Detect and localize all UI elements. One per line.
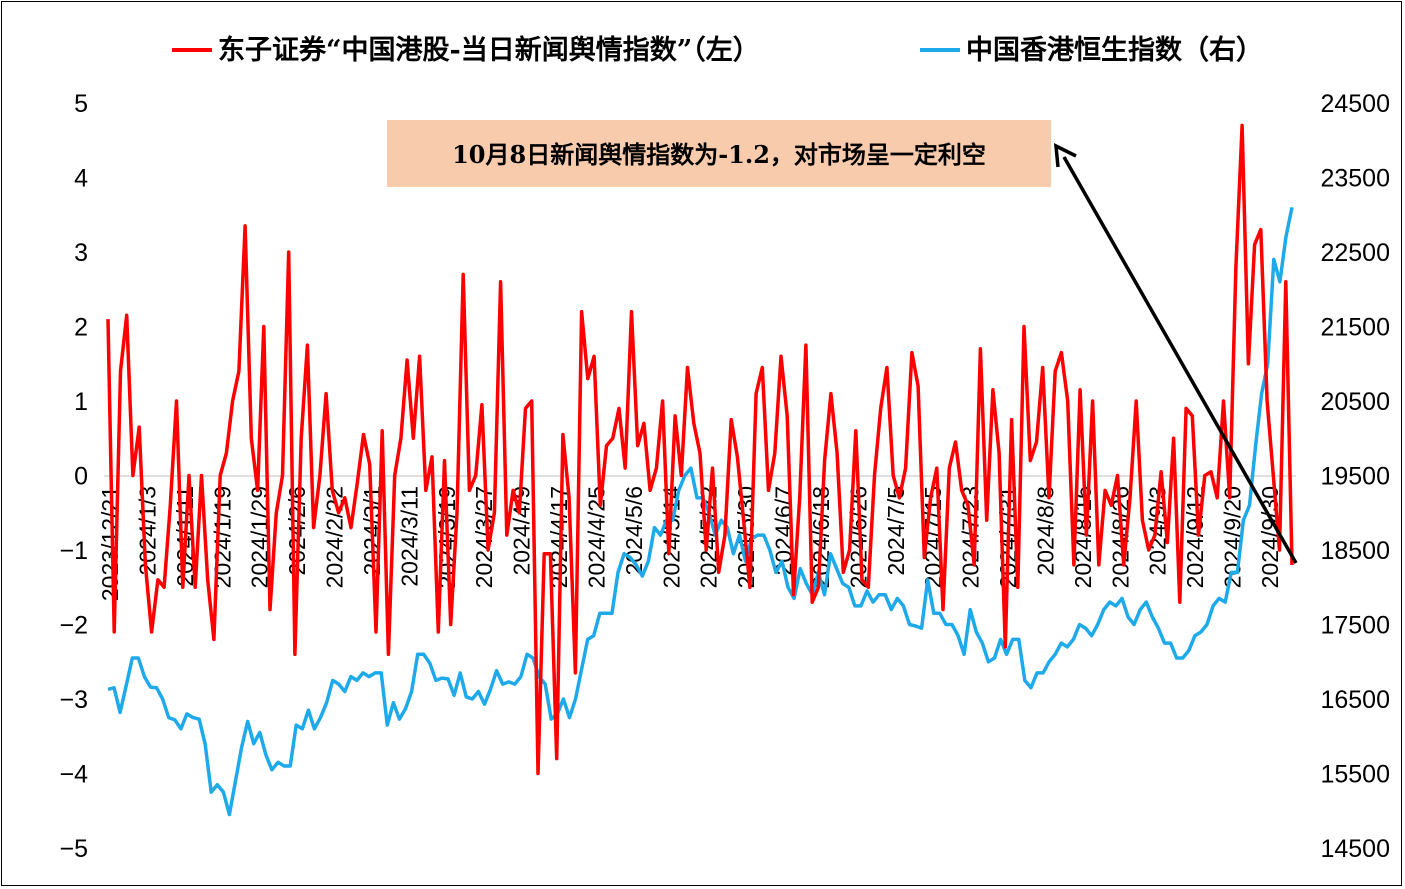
sentiment-index-line bbox=[106, 123, 1294, 776]
legend-label-right-series: 中国香港恒生指数（右） bbox=[966, 35, 1263, 66]
right-axis-tick-label: 20500 bbox=[1320, 388, 1390, 416]
plot-area bbox=[106, 123, 1294, 817]
annotation-arrow-line bbox=[1062, 156, 1298, 564]
legend: 东子证券“中国港股-当日新闻舆情指数”（左） 中国香港恒生指数（右） bbox=[172, 34, 1263, 66]
x-axis-tick-label: 2024/1/3 bbox=[134, 486, 160, 576]
right-axis-tick-label: 19500 bbox=[1320, 463, 1390, 491]
x-axis-tick-label: 2024/7/5 bbox=[883, 486, 909, 576]
x-axis: 2023/12/21 2024/1/3 2024/1/11 2024/1/19 2024… bbox=[97, 475, 1296, 601]
left-axis-tick-label: −1 bbox=[59, 537, 88, 565]
left-axis-tick-label: −5 bbox=[59, 835, 88, 863]
x-axis-tick-label: 2024/4/25 bbox=[583, 486, 609, 588]
left-axis-tick-label: −3 bbox=[59, 686, 88, 714]
left-axis-tick-label: 1 bbox=[74, 388, 88, 416]
right-axis-tick-label: 22500 bbox=[1320, 239, 1390, 267]
right-axis: 24500 23500 22500 21500 20500 19500 18500 17500… bbox=[1320, 90, 1390, 863]
x-axis-tick-label: 2024/3/27 bbox=[471, 486, 497, 588]
right-axis-tick-label: 14500 bbox=[1320, 835, 1390, 863]
annotation-text: 10月8日新闻舆情指数为-1.2，对市场呈一定利空 bbox=[452, 140, 986, 169]
x-axis-tick-label: 2024/8/8 bbox=[1032, 486, 1058, 576]
annotation: 10月8日新闻舆情指数为-1.2，对市场呈一定利空 bbox=[387, 120, 1298, 564]
left-axis-tick-label: 5 bbox=[74, 90, 88, 118]
hang-seng-index-line bbox=[107, 206, 1294, 817]
annotation-arrow-head bbox=[1053, 143, 1077, 168]
left-axis-tick-label: 4 bbox=[74, 165, 88, 193]
right-axis-tick-label: 23500 bbox=[1320, 165, 1390, 193]
left-axis-tick-label: −2 bbox=[59, 612, 88, 640]
left-axis: 5 4 3 2 1 0 −1 −2 −3 −4 −5 bbox=[59, 90, 88, 863]
left-axis-tick-label: −4 bbox=[59, 761, 88, 789]
right-axis-tick-label: 18500 bbox=[1320, 537, 1390, 565]
right-axis-tick-label: 16500 bbox=[1320, 686, 1390, 714]
annotation-box bbox=[387, 120, 1051, 187]
right-axis-tick-label: 21500 bbox=[1320, 314, 1390, 342]
left-axis-tick-label: 3 bbox=[74, 239, 88, 267]
left-axis-tick-label: 0 bbox=[74, 463, 88, 491]
x-axis-tick-label: 2024/1/19 bbox=[209, 486, 235, 588]
legend-label-left-series: 东子证券“中国港股-当日新闻舆情指数”（左） bbox=[218, 34, 760, 66]
right-axis-tick-label: 15500 bbox=[1320, 761, 1390, 789]
right-axis-tick-label: 17500 bbox=[1320, 612, 1390, 640]
right-axis-tick-label: 24500 bbox=[1320, 90, 1390, 118]
left-axis-tick-label: 2 bbox=[74, 314, 88, 342]
x-axis-tick-label: 2024/3/11 bbox=[396, 486, 422, 587]
